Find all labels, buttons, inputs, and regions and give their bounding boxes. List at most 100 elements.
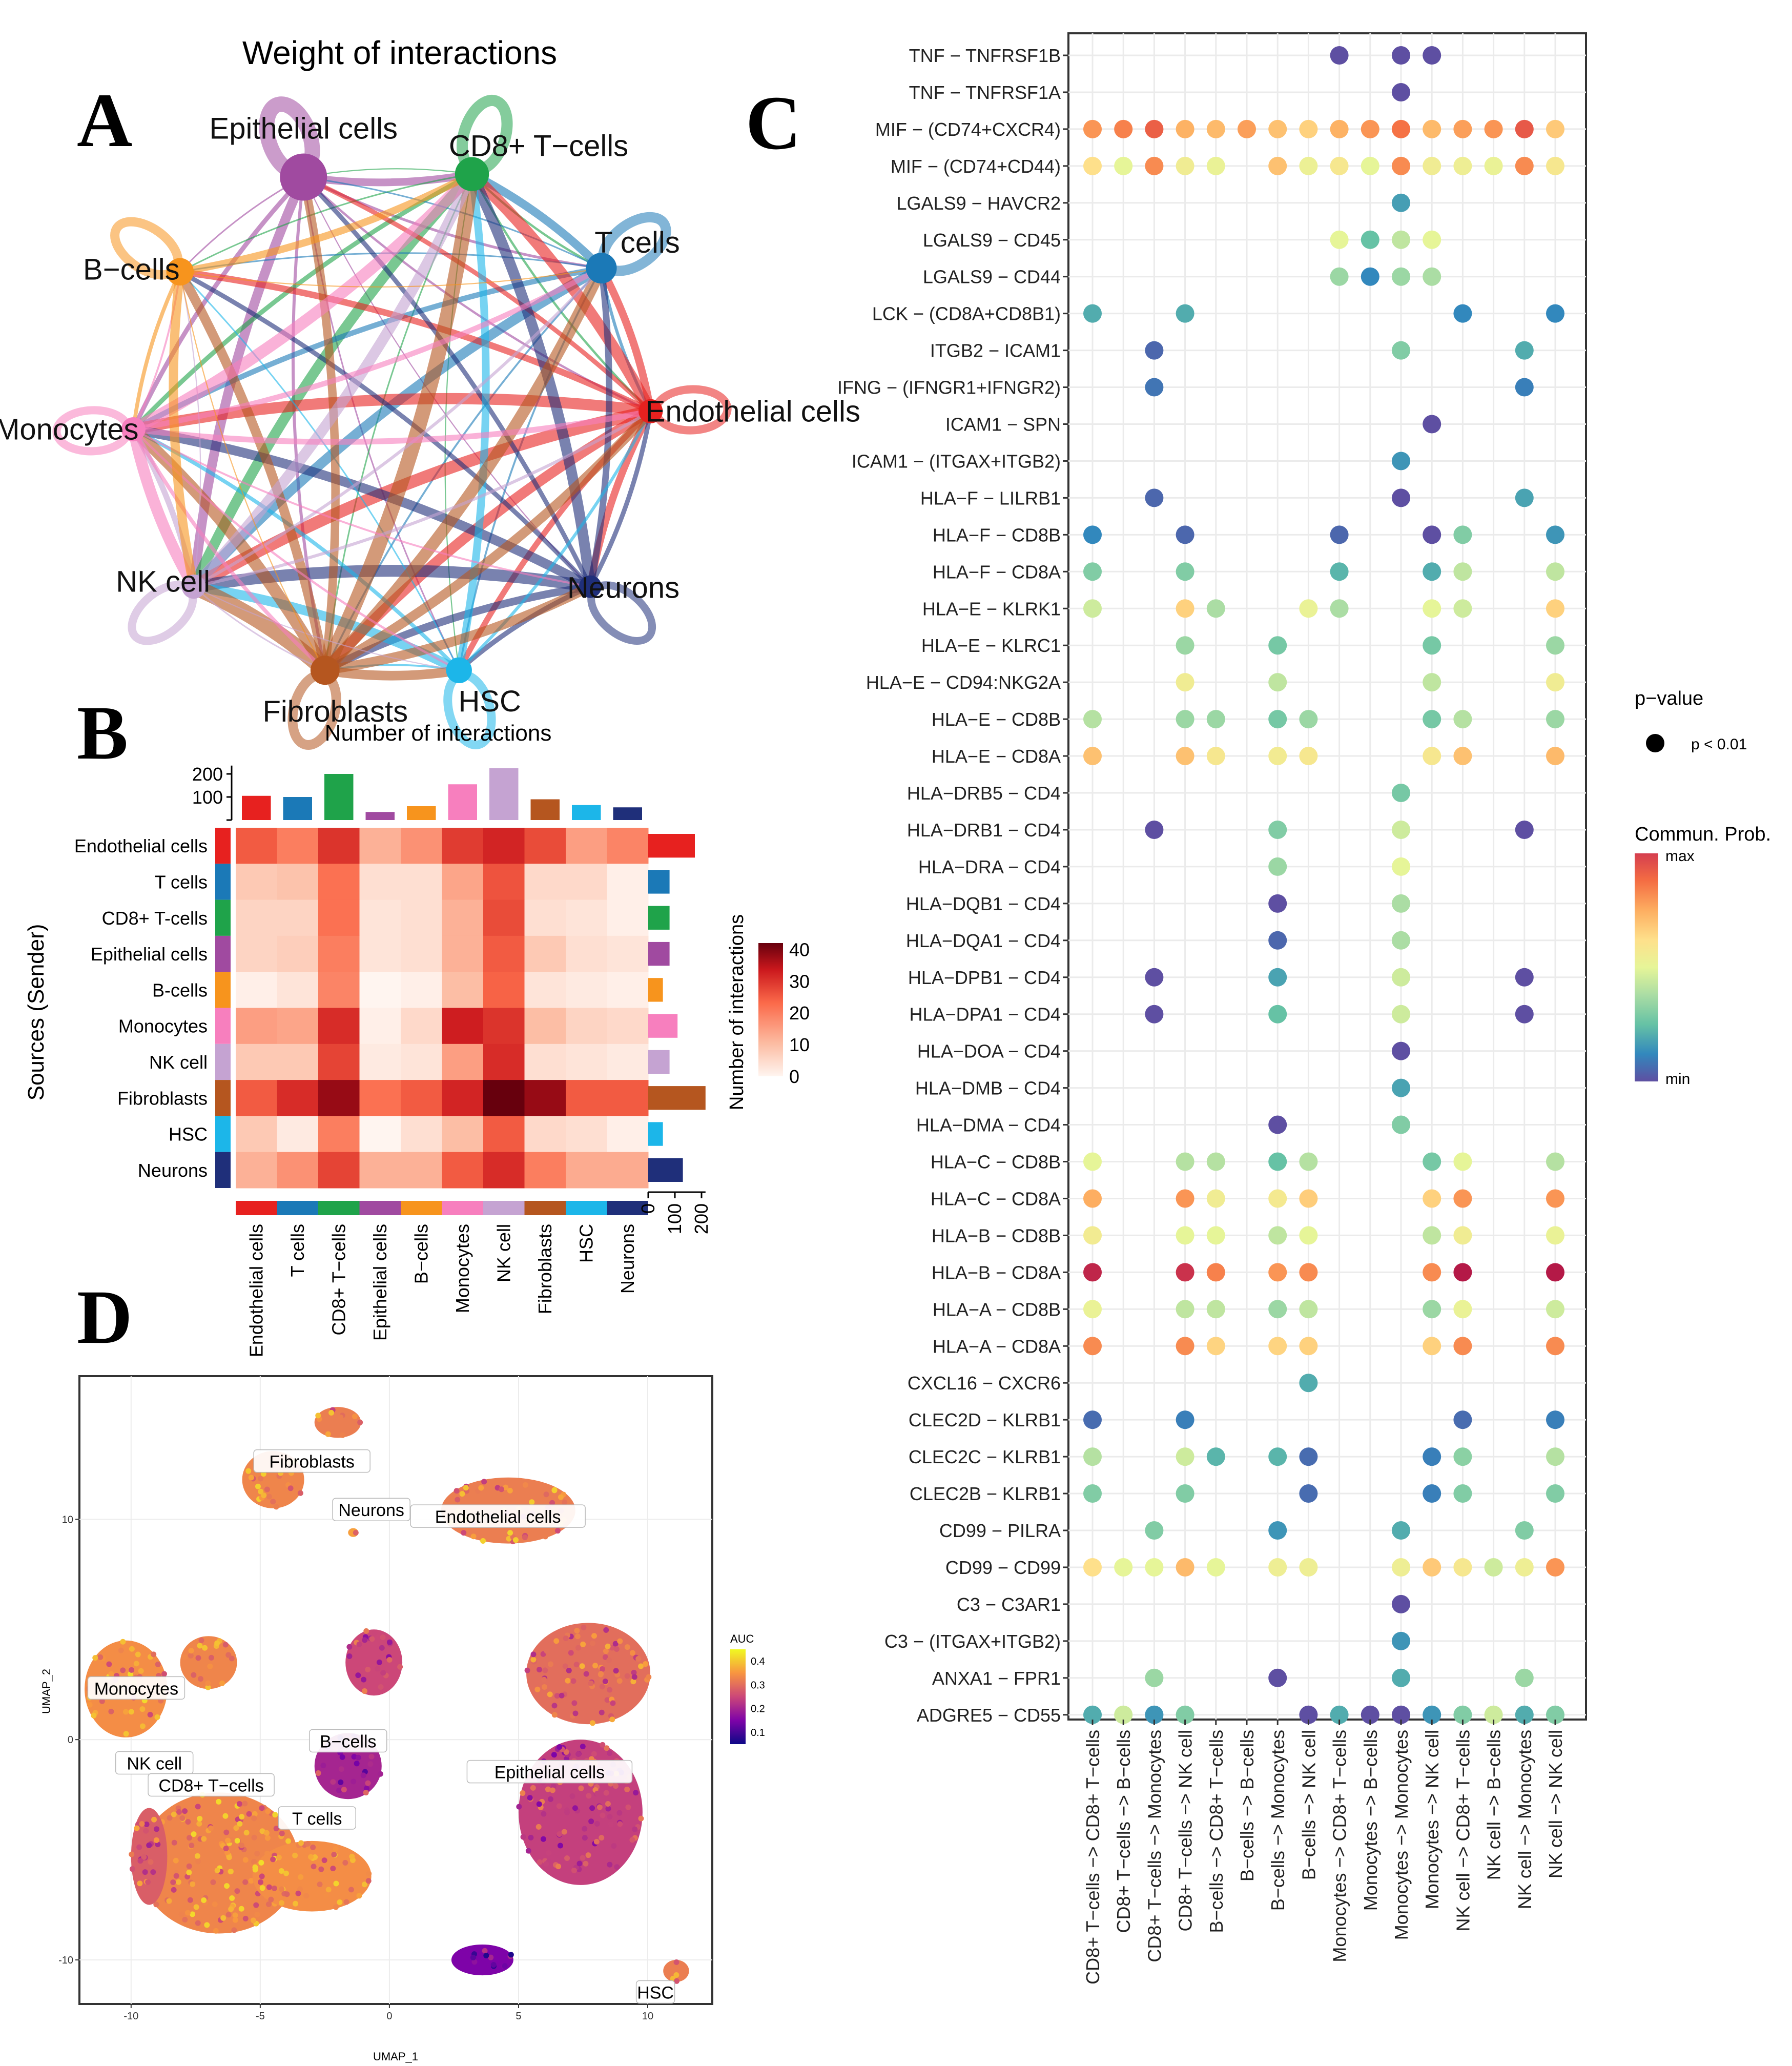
- umap-point: [585, 1852, 591, 1858]
- dot-hla-e-klrc1-15: [1546, 636, 1564, 655]
- umap-point: [357, 1419, 363, 1425]
- umap-point: [482, 1948, 488, 1954]
- dot-hla-c-cd8a-0: [1083, 1189, 1102, 1208]
- dot-hla-f-cd8a-0: [1083, 562, 1102, 581]
- umap-point: [363, 1785, 369, 1791]
- umap-point: [604, 1745, 610, 1751]
- edge-fibroblasts-to-endothelial-cells: [320, 406, 656, 676]
- umap-point: [143, 1822, 150, 1828]
- umap-point: [276, 1854, 282, 1860]
- right-bar-fibroblasts: [648, 1086, 706, 1110]
- dot-hla-e-cd8a-15: [1546, 747, 1564, 766]
- umap-point: [638, 1663, 644, 1669]
- umap-point: [361, 1688, 367, 1694]
- dot-anxa1-fpr1-6: [1268, 1668, 1287, 1687]
- umap-point: [182, 1917, 188, 1923]
- dot-mif-cd74-cxcr4-14: [1515, 119, 1534, 138]
- edge-nk-cell-to-b-cells: [179, 271, 201, 587]
- umap-point: [106, 1661, 112, 1667]
- dot-mif-cd74-cxcr4-1: [1114, 119, 1133, 138]
- umap-point: [205, 1684, 211, 1690]
- pair-label-hla-doa-cd4: HLA−DOA − CD4: [917, 1041, 1061, 1062]
- umap-point: [266, 1494, 272, 1500]
- heat-cell-cd8-t-cells-nk-cell: [483, 899, 525, 936]
- umap-point: [507, 1487, 513, 1494]
- umap-point: [574, 1633, 581, 1640]
- edge-b-cells-to-monocytes: [131, 270, 182, 432]
- umap-point: [535, 1824, 542, 1830]
- dot-adgre5-cd55-7: [1299, 1705, 1318, 1724]
- dot-hla-e-cd8b-3: [1176, 710, 1194, 729]
- prob-legend-max: max: [1665, 848, 1695, 865]
- heat-cell-cd8-t-cells-hsc: [566, 899, 607, 936]
- row-label-b-cells: B-cells: [152, 979, 208, 1000]
- umap-point: [87, 1702, 93, 1708]
- umap-point: [572, 1805, 578, 1811]
- umap-point: [213, 1928, 219, 1934]
- umap-label-box-cd8-t-cells: [148, 1773, 275, 1797]
- umap-point: [609, 1716, 615, 1723]
- umap-point: [563, 1635, 569, 1641]
- umap-point: [557, 1843, 563, 1849]
- umap-point: [222, 1642, 229, 1648]
- dot-hla-c-cd8b-7: [1299, 1152, 1318, 1171]
- umap-point: [607, 1750, 613, 1756]
- umap-point: [624, 1786, 630, 1792]
- edge-hsc-to-cd8-t-cells: [455, 170, 490, 674]
- dot-hla-a-cd8a-15: [1546, 1337, 1564, 1356]
- dot-cd99-pilra-6: [1268, 1521, 1287, 1540]
- heat-cell-hsc-epithelial-cells: [359, 1116, 401, 1153]
- heat-cell-neurons-hsc: [566, 1152, 607, 1189]
- umap-point: [554, 1693, 560, 1699]
- dot-hla-e-cd8b-0: [1083, 710, 1102, 729]
- row-label-t-cells: T cells: [155, 871, 208, 892]
- heat-cell-nk-cell-neurons: [607, 1044, 649, 1080]
- edge-fibroblasts-to-cd8-t-cells: [318, 167, 480, 678]
- dot-hla-b-cd8a-6: [1268, 1263, 1287, 1282]
- umap-point: [380, 1670, 386, 1676]
- umap-point: [528, 1834, 534, 1840]
- dot-lgals9-cd44-11: [1423, 267, 1441, 286]
- umap-point: [278, 1900, 284, 1906]
- col-color-t-cells: [277, 1201, 318, 1215]
- heatmap-legend-tick: 30: [789, 971, 810, 992]
- umap-point: [155, 1661, 161, 1667]
- umap-point: [624, 1673, 630, 1679]
- umap-point: [202, 1645, 208, 1651]
- umap-point: [602, 1679, 608, 1685]
- umap-point: [536, 1801, 542, 1807]
- right-bar-hsc: [648, 1122, 663, 1146]
- umap-point: [97, 1654, 104, 1660]
- cluster-tcell-main: [138, 1792, 301, 1934]
- dot-cd99-pilra-2: [1145, 1521, 1164, 1540]
- dot-hla-dra-cd4-10: [1392, 857, 1410, 876]
- umap-point: [367, 1761, 374, 1767]
- umap-point: [609, 1645, 615, 1651]
- umap-label-b-cells: B−cells: [320, 1732, 377, 1752]
- source-labels: CD8+ T−cells −> CD8+ T−cells CD8+ T−cells…: [1082, 1720, 1566, 1985]
- heat-cell-fibroblasts-nk-cell: [483, 1080, 525, 1116]
- umap-point: [228, 1906, 234, 1912]
- umap-point: [551, 1487, 558, 1494]
- heatmap-y-label: Sources (Sender): [24, 924, 49, 1101]
- umap-point: [524, 1667, 530, 1673]
- umap-point: [614, 1864, 620, 1870]
- heat-cell-cd8-t-cells-b-cells: [401, 899, 442, 936]
- heat-cell-epithelial-cells-neurons: [607, 935, 649, 972]
- umap-point: [555, 1864, 562, 1870]
- dot-hla-dma-cd4-6: [1268, 1115, 1287, 1134]
- dot-hla-f-cd8a-3: [1176, 562, 1194, 581]
- dot-mif-cd74-cd44-13: [1484, 156, 1503, 175]
- umap-point: [346, 1653, 353, 1660]
- umap-label-monocytes: Monocytes: [94, 1679, 178, 1699]
- umap-point: [258, 1488, 264, 1495]
- dot-mif-cd74-cxcr4-12: [1453, 119, 1472, 138]
- dot-hla-dqb1-cd4-6: [1268, 894, 1287, 913]
- umap-point: [298, 1874, 304, 1880]
- umap-point: [598, 1677, 604, 1683]
- node-t-cells: [586, 253, 617, 284]
- pair-label-lck-cd8a-cd8b1: LCK − (CD8A+CD8B1): [872, 303, 1061, 324]
- umap-point: [248, 1878, 254, 1884]
- pair-label-hla-a-cd8a: HLA−A − CD8A: [933, 1336, 1061, 1357]
- umap-label-t-cells: T cells: [292, 1809, 342, 1829]
